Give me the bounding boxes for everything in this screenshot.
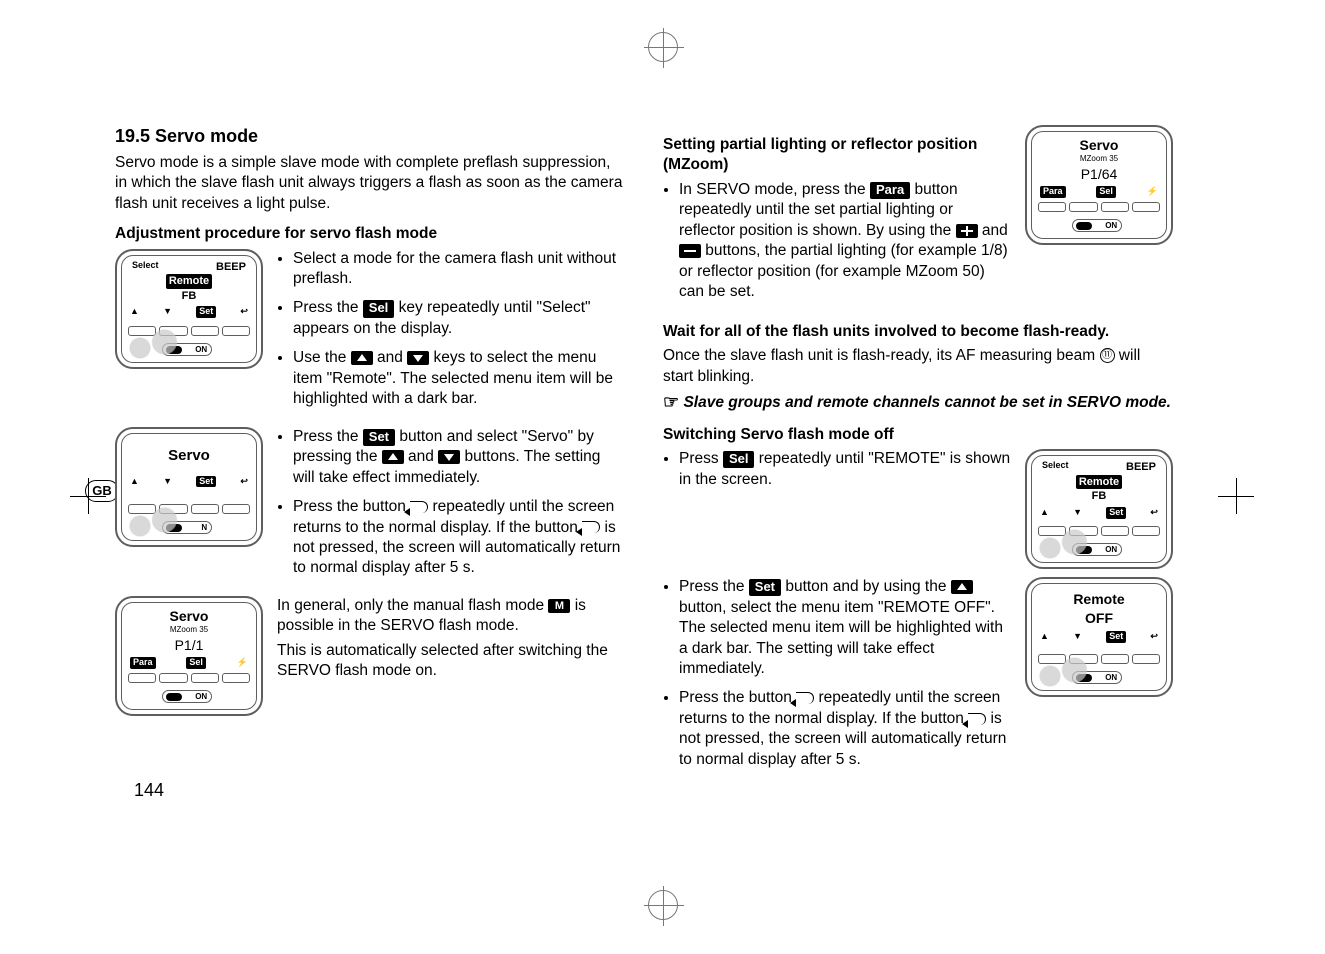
registration-mark-bottom <box>648 890 678 920</box>
right-h2: Wait for all of the flash units involved… <box>663 322 1173 342</box>
lcd1-row-set: Set <box>196 306 216 318</box>
lcdA-switch: ON <box>1072 219 1122 232</box>
right-bullet-2: Press Sel repeatedly until "REMOTE" is s… <box>679 449 1011 490</box>
lcdA-big: Servo <box>1036 136 1162 154</box>
left-end-1: In general, only the manual flash mode M… <box>277 596 625 637</box>
lcdB-beep: BEEP <box>1126 460 1156 475</box>
lcd-diagram-1: Select BEEP Remote FB ▲ ▼ Set ↩ ON <box>115 249 263 369</box>
lcdC-row-down: ▼ <box>1073 631 1082 643</box>
note-line: ☞ Slave groups and remote channels canno… <box>663 391 1173 415</box>
lcdC-big: Remote <box>1036 590 1162 608</box>
lcdB-row-set: Set <box>1106 507 1126 519</box>
lcd1-row-up: ▲ <box>130 306 139 318</box>
sel-pill: Sel <box>723 451 755 468</box>
lcd3-row-sel: Sel <box>186 657 206 669</box>
registration-mark-top <box>648 32 678 62</box>
lcd3-row-para: Para <box>130 657 156 669</box>
lcd3-sub1: MZoom 35 <box>126 625 252 636</box>
hand-icon <box>1036 648 1106 688</box>
right-bullet-3: Press the Set button and by using the bu… <box>679 577 1011 679</box>
m-icon: M <box>548 599 570 613</box>
down-icon <box>438 450 460 464</box>
up-icon <box>951 580 973 594</box>
lcd2-big: Servo <box>126 446 252 466</box>
lcd2-row-down: ▼ <box>163 476 172 488</box>
sel-pill: Sel <box>363 300 395 317</box>
lcdB-fb: FB <box>1036 489 1162 504</box>
lcdA-sub2: P1/64 <box>1036 165 1162 183</box>
hand-icon <box>126 498 196 538</box>
lcd1-row-return: ↩ <box>240 306 248 318</box>
lcdB-row-return: ↩ <box>1150 507 1158 519</box>
up-icon <box>382 450 404 464</box>
lcd1-select-label: Select <box>132 260 159 275</box>
lcd1-row-down: ▼ <box>163 306 172 318</box>
left-bullet-3: Use the and keys to select the menu item… <box>293 348 625 409</box>
lcdA-row-sel: Sel <box>1096 186 1116 198</box>
lcdC-row-return: ↩ <box>1150 631 1158 643</box>
lcd-diagram-2: Servo ▲ ▼ Set ↩ N <box>115 427 263 547</box>
right-p2: Once the slave flash unit is flash-ready… <box>663 346 1173 387</box>
lcd-diagram-A: Servo MZoom 35 P1/64 Para Sel ⚡ ON <box>1025 125 1173 245</box>
intro-paragraph: Servo mode is a simple slave mode with c… <box>115 153 625 214</box>
ring-11-icon: ⑪ <box>1100 348 1115 363</box>
set-pill: Set <box>749 579 781 596</box>
hand-icon <box>126 320 196 360</box>
lcd-diagram-3: Servo MZoom 35 P1/1 Para Sel ⚡ ON <box>115 596 263 716</box>
lcd2-row-return: ↩ <box>240 476 248 488</box>
lcdC-row-set: Set <box>1106 631 1126 643</box>
lcdC-row-up: ▲ <box>1040 631 1049 643</box>
lcdB-hl: Remote <box>1076 475 1122 490</box>
lcdA-sub1: MZoom 35 <box>1036 154 1162 165</box>
right-bullet-1: In SERVO mode, press the Para button rep… <box>679 180 1011 303</box>
lcdB-row-up: ▲ <box>1040 507 1049 519</box>
left-bullet-1: Select a mode for the camera flash unit … <box>293 249 625 290</box>
right-h1: Setting partial lighting or reflector po… <box>663 135 1011 176</box>
up-icon <box>351 351 373 365</box>
right-column: Setting partial lighting or reflector po… <box>663 125 1173 787</box>
lcd3-row-flash: ⚡ <box>237 657 248 669</box>
plus-icon <box>956 224 978 238</box>
lcd1-highlight: Remote <box>166 274 212 289</box>
lcdB-row-down: ▼ <box>1073 507 1082 519</box>
lcd3-switch: ON <box>162 690 212 703</box>
lcd1-beep-label: BEEP <box>216 260 246 275</box>
return-icon <box>968 713 986 725</box>
left-bullet-4: Press the Set button and select "Servo" … <box>293 427 625 488</box>
down-icon <box>407 351 429 365</box>
lcd3-sub2: P1/1 <box>126 636 252 654</box>
pointer-icon: ☞ <box>663 391 679 415</box>
return-icon <box>796 692 814 704</box>
lcd2-row-up: ▲ <box>130 476 139 488</box>
procedure-subheading: Adjustment procedure for servo flash mod… <box>115 224 625 244</box>
lcd3-big: Servo <box>126 607 252 625</box>
para-pill: Para <box>870 182 910 199</box>
hand-icon <box>1036 520 1106 560</box>
lcdB-select: Select <box>1042 460 1069 475</box>
crop-mark-right <box>1218 478 1254 514</box>
language-badge: GB <box>85 480 119 502</box>
lcd-diagram-B: Select BEEP Remote FB ▲ ▼ Set ↩ ON <box>1025 449 1173 569</box>
left-end-2: This is automatically selected after swi… <box>277 641 625 682</box>
left-bullet-2: Press the Sel key repeatedly until "Sele… <box>293 298 625 339</box>
left-column: 19.5 Servo mode Servo mode is a simple s… <box>115 125 625 787</box>
right-bullet-4: Press the button repeatedly until the sc… <box>679 688 1011 770</box>
lcdC-big2: OFF <box>1036 609 1162 627</box>
set-pill: Set <box>363 429 395 446</box>
lcd2-row-set: Set <box>196 476 216 488</box>
lcd1-fb: FB <box>126 289 252 304</box>
section-heading: 19.5 Servo mode <box>115 125 625 149</box>
lcdA-row-flash: ⚡ <box>1147 186 1158 198</box>
right-h3: Switching Servo flash mode off <box>663 425 1173 445</box>
return-icon <box>582 521 600 533</box>
left-bullet-5: Press the button repeatedly until the sc… <box>293 497 625 579</box>
return-icon <box>410 501 428 513</box>
lcd-diagram-C: Remote OFF ▲ ▼ Set ↩ ON <box>1025 577 1173 697</box>
minus-icon <box>679 244 701 258</box>
lcdA-row-para: Para <box>1040 186 1066 198</box>
